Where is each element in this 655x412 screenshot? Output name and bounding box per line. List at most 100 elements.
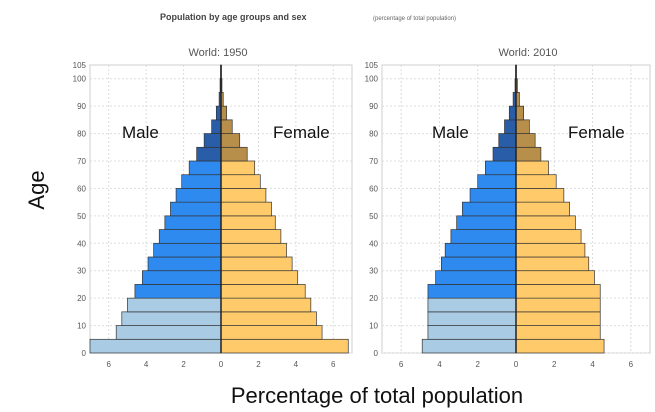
x-axis-label: Percentage of total population xyxy=(231,383,523,408)
bar-male-age-60 xyxy=(181,174,222,189)
panel-subtitle: World: 1950 xyxy=(188,47,247,59)
bar-male-age-75 xyxy=(203,133,222,148)
bar-male-age-70 xyxy=(196,146,222,162)
bar-female-age-20 xyxy=(515,284,601,299)
x-tick-label: 6 xyxy=(399,360,404,369)
x-tick-label: 6 xyxy=(331,360,336,369)
bar-female-age-85 xyxy=(220,105,227,121)
x-tick-label: 6 xyxy=(629,360,634,369)
bar-male-age-5 xyxy=(115,325,222,340)
y-tick-label: 60 xyxy=(77,184,86,193)
bar-female-age-5 xyxy=(515,325,601,340)
bar-female-age-40 xyxy=(220,229,282,244)
bar-female-age-70 xyxy=(515,146,542,162)
bar-male-age-40 xyxy=(450,229,517,244)
y-tick-label: 0 xyxy=(82,349,87,358)
bar-male-age-80 xyxy=(504,119,517,134)
bar-female-age-30 xyxy=(220,256,293,272)
bar-male-age-5 xyxy=(427,325,517,340)
x-tick-label: 4 xyxy=(144,360,149,369)
x-tick-label: 2 xyxy=(256,360,261,369)
bar-male-age-25 xyxy=(142,270,222,285)
bar-female-age-45 xyxy=(220,215,276,230)
y-tick-label: 20 xyxy=(369,294,378,303)
bar-male-age-30 xyxy=(147,256,222,272)
male-label: Male xyxy=(122,123,159,142)
y-tick-label: 105 xyxy=(365,61,379,70)
bar-male-age-70 xyxy=(492,146,517,162)
bar-female-age-10 xyxy=(220,311,317,326)
bar-female-age-70 xyxy=(220,146,248,162)
bar-male-age-65 xyxy=(188,160,222,176)
bar-female-age-60 xyxy=(515,174,557,189)
y-tick-label: 90 xyxy=(369,102,378,111)
y-tick-label: 50 xyxy=(369,212,378,221)
bar-female-age-65 xyxy=(515,160,549,176)
x-tick-label: 2 xyxy=(552,360,557,369)
x-tick-label: 6 xyxy=(106,360,111,369)
bar-male-age-55 xyxy=(175,188,222,203)
y-tick-label: 90 xyxy=(77,102,86,111)
bar-female-age-60 xyxy=(220,174,261,189)
bar-female-age-15 xyxy=(515,297,601,313)
bar-male-age-25 xyxy=(435,270,517,285)
bar-male-age-30 xyxy=(440,256,517,272)
y-tick-label: 80 xyxy=(369,130,378,139)
bar-female-age-20 xyxy=(220,284,306,299)
bar-male-age-15 xyxy=(427,297,517,313)
bar-female-age-0 xyxy=(515,338,605,354)
bar-female-age-25 xyxy=(515,270,595,285)
y-tick-label: 40 xyxy=(369,239,378,248)
bar-male-age-55 xyxy=(469,188,517,203)
bar-female-age-85 xyxy=(515,105,525,121)
y-tick-label: 70 xyxy=(77,157,86,166)
bar-male-age-35 xyxy=(153,242,222,258)
bar-female-age-50 xyxy=(220,201,272,217)
chart-title: Population by age groups and sex xyxy=(160,12,307,22)
y-tick-label: 10 xyxy=(369,322,378,331)
bar-male-age-20 xyxy=(427,284,517,299)
bar-female-age-0 xyxy=(220,338,349,354)
bar-female-age-30 xyxy=(515,256,590,272)
male-label: Male xyxy=(432,123,469,142)
bar-male-age-60 xyxy=(477,174,517,189)
y-tick-label: 20 xyxy=(77,294,86,303)
bar-male-age-75 xyxy=(498,133,517,148)
x-tick-label: 2 xyxy=(181,360,186,369)
bar-female-age-80 xyxy=(220,119,233,134)
bar-male-age-65 xyxy=(485,160,517,176)
bar-female-age-35 xyxy=(515,242,586,258)
x-tick-label: 4 xyxy=(590,360,595,369)
bar-male-age-40 xyxy=(158,229,222,244)
bar-female-age-5 xyxy=(220,325,323,340)
y-tick-label: 0 xyxy=(374,349,379,358)
y-tick-label: 100 xyxy=(73,75,87,84)
bar-male-age-0 xyxy=(89,338,222,354)
bar-male-age-80 xyxy=(211,119,222,134)
bar-female-age-10 xyxy=(515,311,601,326)
y-tick-label: 10 xyxy=(77,322,86,331)
x-tick-label: 2 xyxy=(475,360,480,369)
female-label: Female xyxy=(568,123,625,142)
x-tick-label: 0 xyxy=(514,360,519,369)
bar-female-age-35 xyxy=(220,242,287,258)
bar-female-age-25 xyxy=(220,270,299,285)
x-tick-label: 0 xyxy=(219,360,224,369)
bar-female-age-75 xyxy=(220,133,241,148)
y-tick-label: 40 xyxy=(77,239,86,248)
chart-title-note: (percentage of total population) xyxy=(373,16,456,22)
bar-female-age-15 xyxy=(220,297,312,313)
y-tick-label: 50 xyxy=(77,212,86,221)
bar-male-age-45 xyxy=(164,215,222,230)
bar-male-age-35 xyxy=(444,242,517,258)
female-label: Female xyxy=(273,123,330,142)
y-tick-label: 30 xyxy=(77,267,86,276)
y-tick-label: 100 xyxy=(365,75,379,84)
bar-male-age-10 xyxy=(121,311,222,326)
x-tick-label: 4 xyxy=(437,360,442,369)
bar-male-age-85 xyxy=(508,105,517,121)
y-tick-label: 105 xyxy=(73,61,87,70)
